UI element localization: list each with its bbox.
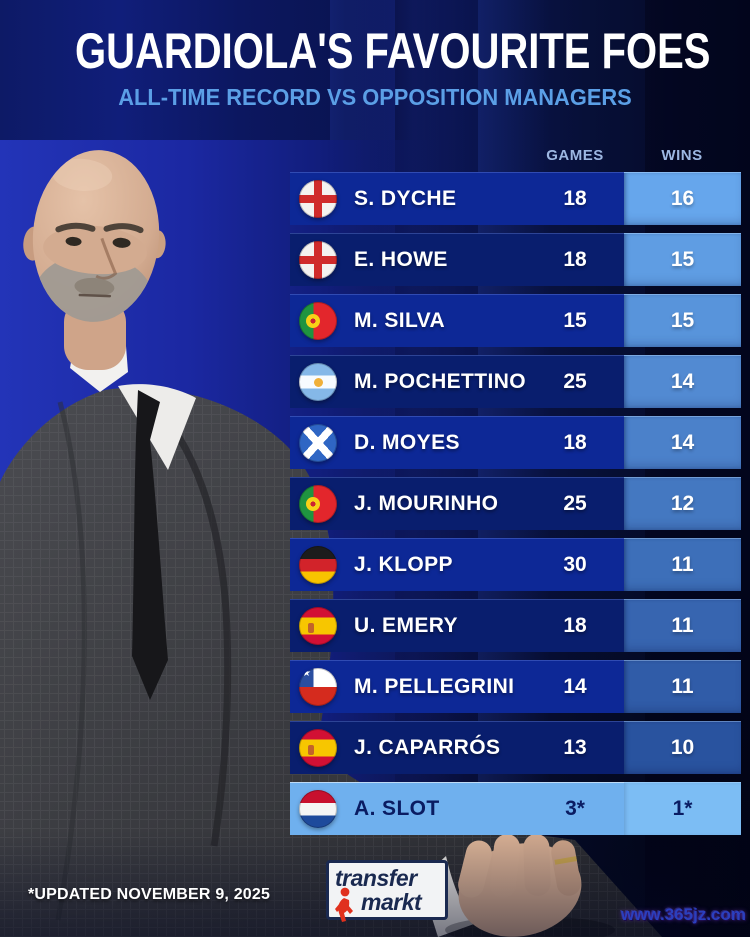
- table-row-main: M. PELLEGRINI 14: [290, 660, 624, 713]
- table-row: S. DYCHE 18 16: [290, 172, 741, 225]
- manager-name: M. PELLEGRINI: [354, 675, 515, 698]
- manager-name: M. POCHETTINO: [354, 370, 527, 393]
- table-row-main: A. SLOT 3*: [290, 782, 624, 835]
- wins-value: 11: [624, 660, 741, 713]
- transfermarkt-logo: transfer markt: [326, 860, 448, 922]
- manager-name: J. KLOPP: [354, 553, 453, 576]
- spain-flag-icon: [299, 729, 337, 767]
- england-flag-icon: [299, 180, 337, 218]
- column-header-games: GAMES: [546, 147, 604, 164]
- table-row: A. SLOT 3* 1*: [290, 782, 741, 835]
- manager-name: E. HOWE: [354, 248, 448, 271]
- games-value: 18: [563, 187, 587, 210]
- games-value: 18: [563, 431, 587, 454]
- manager-name: U. EMERY: [354, 614, 458, 637]
- manager-name: D. MOYES: [354, 431, 460, 454]
- table-row-main: M. POCHETTINO 25: [290, 355, 624, 408]
- wins-value: 1*: [624, 782, 741, 835]
- games-value: 3*: [565, 797, 585, 820]
- wins-value: 15: [624, 233, 741, 286]
- table-row: D. MOYES 18 14: [290, 416, 741, 469]
- games-value: 18: [563, 248, 587, 271]
- table-row: J. MOURINHO 25 12: [290, 477, 741, 530]
- table-row-main: S. DYCHE 18: [290, 172, 624, 225]
- chile-flag-icon: [299, 668, 337, 706]
- table-row-main: D. MOYES 18: [290, 416, 624, 469]
- transfermarkt-runner-icon: [335, 887, 353, 922]
- wins-value: 10: [624, 721, 741, 774]
- scotland-flag-icon: [299, 424, 337, 462]
- wins-value: 14: [624, 355, 741, 408]
- logo-text-transfer: transfer: [335, 865, 417, 891]
- manager-name: A. SLOT: [354, 797, 440, 820]
- page-subtitle: ALL-TIME RECORD VS OPPOSITION MANAGERS: [118, 84, 632, 110]
- games-value: 25: [563, 370, 587, 393]
- table-row: M. POCHETTINO 25 14: [290, 355, 741, 408]
- wins-value: 12: [624, 477, 741, 530]
- table-row: J. KLOPP 30 11: [290, 538, 741, 591]
- wins-value: 15: [624, 294, 741, 347]
- table-row-main: J. MOURINHO 25: [290, 477, 624, 530]
- portugal-flag-icon: [299, 302, 337, 340]
- logo-text-markt: markt: [361, 889, 422, 915]
- games-value: 25: [563, 492, 587, 515]
- england-flag-icon: [299, 241, 337, 279]
- table-row: M. SILVA 15 15: [290, 294, 741, 347]
- spain-flag-icon: [299, 607, 337, 645]
- table-row: E. HOWE 18 15: [290, 233, 741, 286]
- manager-name: J. CAPARRÓS: [354, 736, 501, 759]
- updated-note: *UPDATED NOVEMBER 9, 2025: [28, 886, 271, 903]
- germany-flag-icon: [299, 546, 337, 584]
- games-value: 30: [563, 553, 587, 576]
- table-row-main: E. HOWE 18: [290, 233, 624, 286]
- table-row: J. CAPARRÓS 13 10: [290, 721, 741, 774]
- argentina-flag-icon: [299, 363, 337, 401]
- table-row: U. EMERY 18 11: [290, 599, 741, 652]
- page-title: GUARDIOLA'S FAVOURITE FOES: [75, 23, 711, 79]
- games-value: 18: [563, 614, 587, 637]
- manager-name: M. SILVA: [354, 309, 446, 332]
- table-row: M. PELLEGRINI 14 11: [290, 660, 741, 713]
- wins-value: 11: [624, 599, 741, 652]
- wins-value: 14: [624, 416, 741, 469]
- games-value: 14: [563, 675, 587, 698]
- table-row-main: U. EMERY 18: [290, 599, 624, 652]
- games-value: 13: [563, 736, 587, 759]
- wins-value: 11: [624, 538, 741, 591]
- manager-name: S. DYCHE: [354, 187, 457, 210]
- manager-name: J. MOURINHO: [354, 492, 499, 515]
- wins-value: 16: [624, 172, 741, 225]
- table-row-main: J. CAPARRÓS 13: [290, 721, 624, 774]
- managers-table: S. DYCHE 18 16 E. HOWE 18 15 M. SILVA 15…: [290, 172, 741, 843]
- watermark: www.365jz.com: [620, 905, 746, 924]
- netherlands-flag-icon: [299, 790, 337, 828]
- column-header-wins: WINS: [661, 147, 703, 164]
- portugal-flag-icon: [299, 485, 337, 523]
- table-row-main: M. SILVA 15: [290, 294, 624, 347]
- games-value: 15: [563, 309, 587, 332]
- table-row-main: J. KLOPP 30: [290, 538, 624, 591]
